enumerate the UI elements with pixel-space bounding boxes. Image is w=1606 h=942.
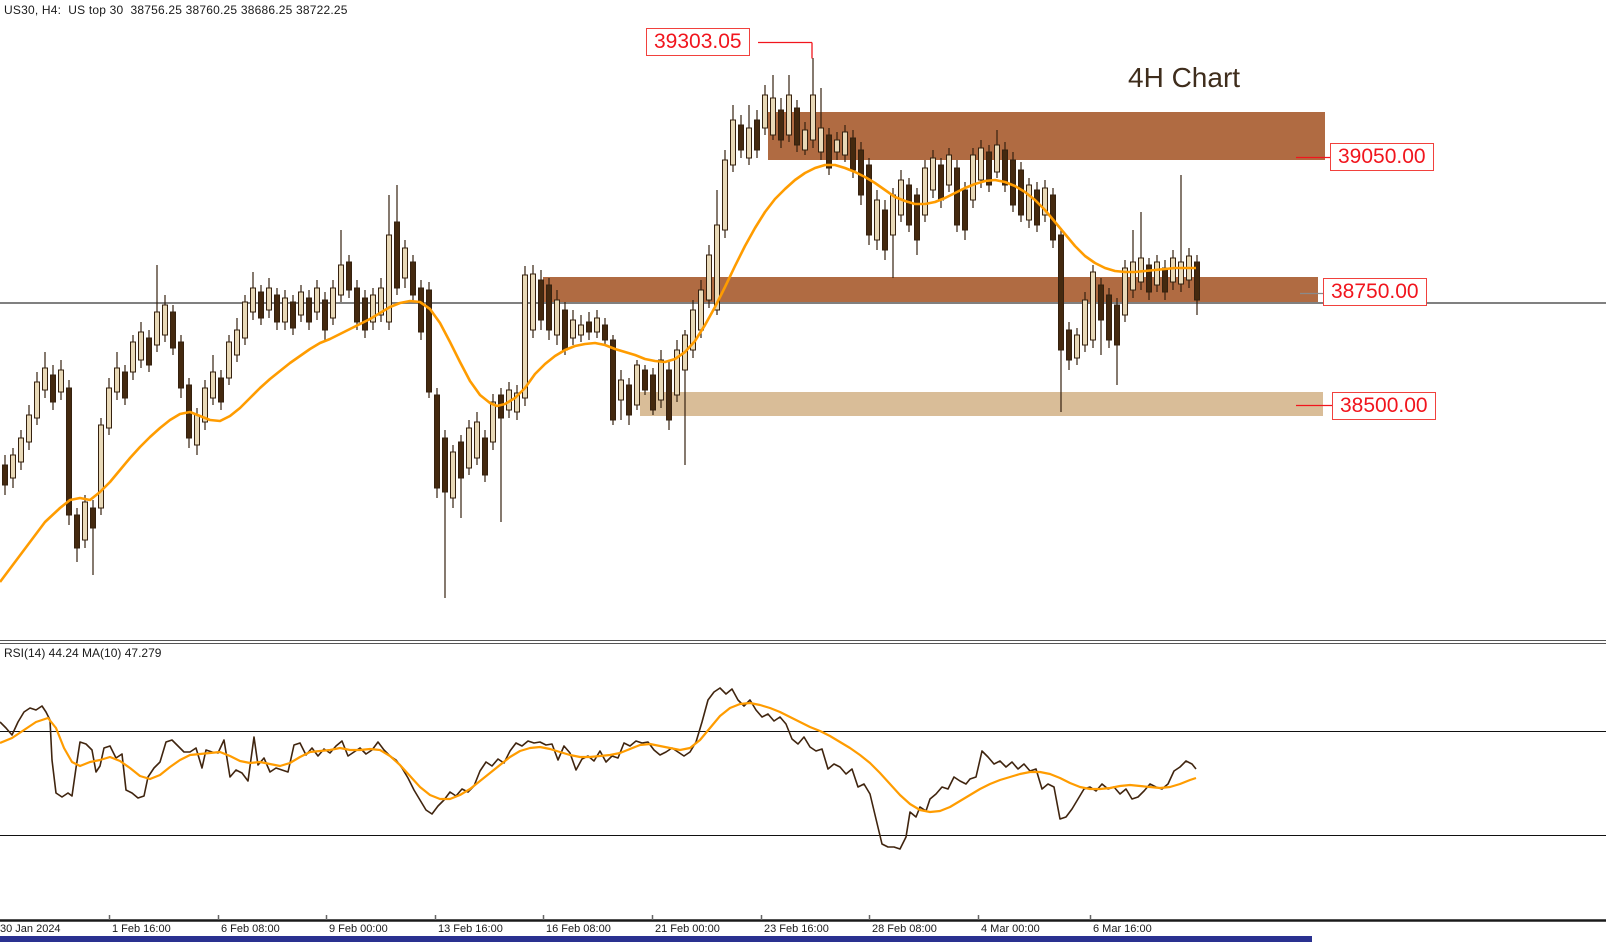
resistance-zone-mid[interactable] [543, 277, 1318, 304]
ma-line [0, 163, 1196, 583]
symbol-quote-line: US30, H4: US top 30 38756.25 38760.25 38… [4, 3, 348, 17]
level-label-38500[interactable]: 38500.00 [1332, 392, 1436, 421]
demand-zone-lower[interactable] [640, 392, 1323, 416]
rsi-indicator-label: RSI(14) 44.24 MA(10) 47.279 [4, 646, 162, 660]
high-price-label[interactable]: 39303.05 [646, 28, 750, 57]
level-label-39050[interactable]: 39050.00 [1330, 143, 1434, 172]
rsi-ma-line [0, 701, 1197, 814]
level-label-38750[interactable]: 38750.00 [1323, 278, 1427, 307]
horizontal-scrollbar[interactable] [0, 936, 1312, 942]
rsi-line [0, 687, 1197, 850]
chart-title: 4H Chart [1128, 62, 1241, 93]
